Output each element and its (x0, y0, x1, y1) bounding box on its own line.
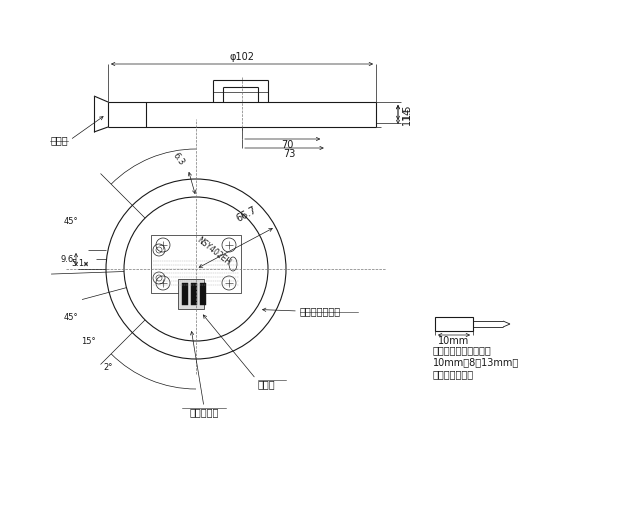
Text: 14: 14 (402, 107, 412, 118)
Bar (200, 283, 206, 305)
Text: 10mm（8～13mm）: 10mm（8～13mm） (433, 357, 519, 367)
Bar (178, 279, 204, 309)
Text: 6.3: 6.3 (171, 151, 186, 167)
Text: 2°: 2° (103, 362, 113, 372)
Text: NSY402EH: NSY402EH (196, 235, 232, 267)
Bar (151, 235, 241, 293)
Text: 電線差し込み口: 電線差し込み口 (300, 306, 341, 316)
Text: 5.1: 5.1 (71, 260, 84, 268)
Text: 15°: 15° (81, 337, 95, 345)
Bar (191, 283, 197, 305)
Text: 端子板: 端子板 (258, 379, 275, 389)
Text: 73: 73 (283, 149, 295, 159)
Bar (182, 283, 188, 305)
Text: φ102: φ102 (229, 52, 255, 62)
Text: 11.5: 11.5 (402, 104, 412, 125)
Text: 電線ストリップ寸法は: 電線ストリップ寸法は (433, 345, 492, 355)
Text: 端子カバー: 端子カバー (189, 407, 219, 417)
Bar (435, 317, 473, 331)
Text: 45°: 45° (64, 312, 78, 322)
Text: 70: 70 (282, 140, 294, 150)
Text: 9.6: 9.6 (61, 255, 74, 265)
Text: 66.7: 66.7 (234, 205, 258, 224)
Text: として下さい。: として下さい。 (433, 369, 474, 379)
Text: 45°: 45° (64, 217, 78, 225)
Text: 10mm: 10mm (439, 336, 470, 346)
Text: ボディ: ボディ (50, 135, 68, 145)
